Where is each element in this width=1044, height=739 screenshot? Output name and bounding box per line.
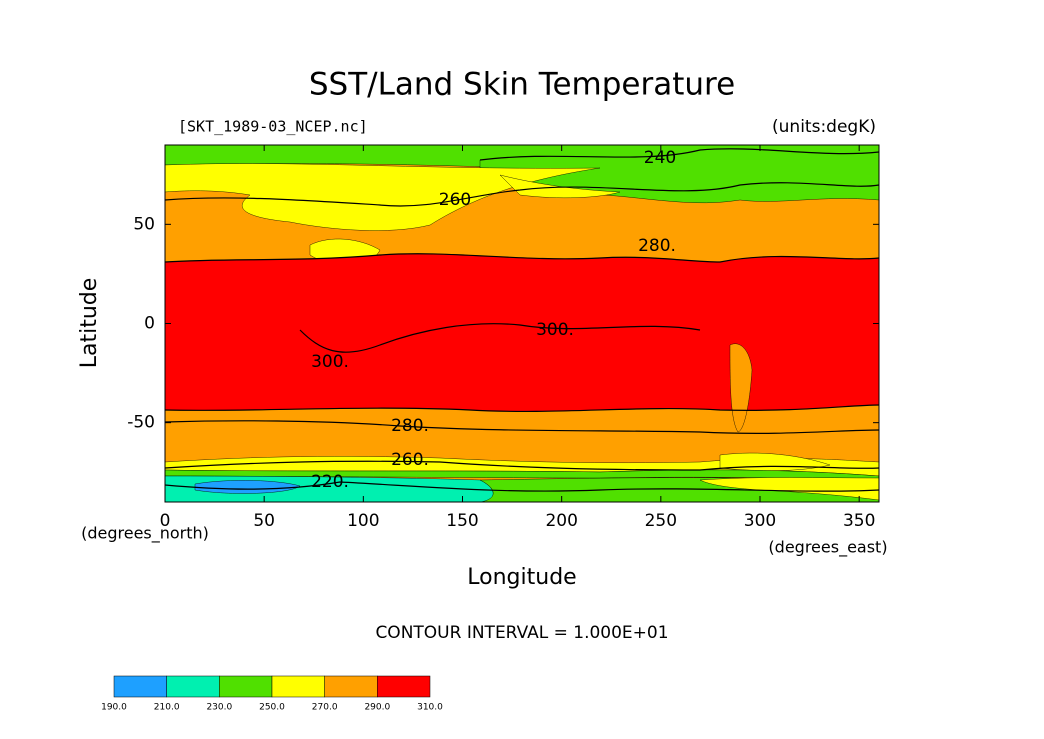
colorbar-swatch bbox=[219, 675, 273, 698]
colorbar-label: 250.0 bbox=[259, 703, 285, 713]
x-tick-label: 350 bbox=[843, 511, 875, 531]
y-tick-label: 0 bbox=[144, 314, 155, 334]
x-tick-label: 150 bbox=[446, 511, 478, 531]
y-tick-label: 50 bbox=[133, 214, 155, 234]
colorbar-swatch bbox=[377, 675, 431, 698]
y-units: (degrees_north) bbox=[81, 524, 209, 544]
y-tick-label: -50 bbox=[127, 413, 155, 433]
x-tick-label: 250 bbox=[645, 511, 677, 531]
x-tick-label: 50 bbox=[253, 511, 275, 531]
colorbar-label: 230.0 bbox=[206, 703, 232, 713]
contour-line bbox=[299, 323, 701, 353]
contour-label: 300. bbox=[536, 320, 574, 340]
contour-label: 260. bbox=[391, 450, 429, 470]
x-units: (degrees_east) bbox=[768, 538, 887, 558]
colorbar-swatch bbox=[324, 675, 378, 698]
temperature-region bbox=[164, 163, 601, 231]
contour-label: 280. bbox=[638, 236, 676, 256]
colorbar-swatch bbox=[113, 675, 167, 698]
colorbar-label: 290.0 bbox=[364, 703, 390, 713]
contour-label: 220. bbox=[311, 472, 349, 492]
contour-line bbox=[164, 481, 880, 492]
contour-line bbox=[164, 404, 880, 413]
colorbar-label: 270.0 bbox=[312, 703, 338, 713]
contour-line bbox=[164, 182, 880, 207]
x-tick-label: 100 bbox=[347, 511, 379, 531]
contour-label: 260 bbox=[439, 190, 471, 210]
temperature-region bbox=[699, 477, 880, 501]
contour-interval: CONTOUR INTERVAL = 1.000E+01 bbox=[375, 623, 668, 643]
colorbar-label: 210.0 bbox=[154, 703, 180, 713]
contour-label: 280. bbox=[391, 416, 429, 436]
contour-lines bbox=[164, 148, 880, 492]
chart-title: SST/Land Skin Temperature bbox=[309, 67, 735, 103]
contour-label: 300. bbox=[311, 352, 349, 372]
x-tick-label: 200 bbox=[545, 511, 577, 531]
colorbar-label: 310.0 bbox=[417, 703, 443, 713]
x-tick-label: 0 bbox=[160, 511, 171, 531]
contour-line bbox=[164, 420, 880, 434]
colorbar-swatch bbox=[166, 675, 220, 698]
temperature-region bbox=[194, 480, 301, 494]
x-axis-label: Longitude bbox=[467, 565, 576, 590]
temperature-region bbox=[499, 174, 621, 199]
contour-line bbox=[479, 148, 880, 161]
contour-label: 240 bbox=[644, 148, 676, 168]
x-tick-label: 300 bbox=[744, 511, 776, 531]
temperature-region bbox=[164, 253, 880, 412]
colorbar-label: 190.0 bbox=[101, 703, 127, 713]
subtitle-left: [SKT_1989-03_NCEP.nc] bbox=[178, 118, 368, 136]
subtitle-right: (units:degK) bbox=[772, 117, 876, 137]
y-axis-label: Latitude bbox=[77, 278, 102, 369]
colorbar-swatch bbox=[271, 675, 325, 698]
contour-line bbox=[164, 460, 880, 471]
contour-line bbox=[164, 253, 880, 263]
